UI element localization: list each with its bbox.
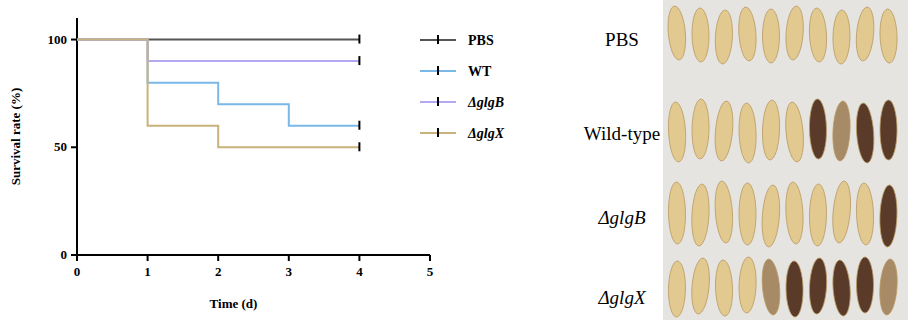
larva	[692, 99, 710, 159]
y-axis	[76, 18, 78, 255]
plot-area	[77, 35, 359, 152]
row-label: PBS	[605, 29, 639, 50]
larva	[809, 99, 827, 159]
legend-marker	[437, 35, 439, 44]
y-tick-label: 50	[54, 139, 67, 154]
larva	[879, 9, 898, 64]
photo-background	[663, 0, 908, 320]
row-label: ΔglgX	[597, 287, 646, 308]
x-tick-label: 0	[74, 264, 81, 279]
x-tick	[288, 255, 290, 261]
larva	[739, 183, 756, 245]
larva	[857, 257, 874, 313]
larva	[763, 9, 780, 63]
y-axis-label: Survival rate (%)	[8, 88, 23, 185]
legend-label: PBS	[468, 33, 494, 48]
larva	[692, 8, 710, 62]
larva	[831, 180, 853, 243]
censor-mark	[358, 142, 360, 151]
larva	[738, 103, 757, 164]
larva	[760, 258, 782, 315]
survival-line	[77, 40, 359, 126]
larva	[668, 182, 686, 244]
censor-mark	[358, 35, 360, 44]
larva	[715, 260, 734, 317]
larva	[668, 261, 686, 317]
x-tick-label: 2	[215, 264, 222, 279]
x-axis-label: Time (d)	[210, 296, 258, 311]
y-tick-label: 100	[48, 32, 68, 47]
x-tick	[76, 255, 78, 261]
legend-marker	[437, 97, 439, 106]
x-tick	[147, 255, 149, 261]
larva	[667, 102, 687, 163]
larva	[878, 258, 899, 315]
larva	[854, 6, 876, 61]
survival-line	[77, 40, 359, 148]
y-tick-label: 0	[61, 247, 68, 262]
larva	[737, 6, 758, 61]
larva	[761, 100, 780, 161]
x-tick-label: 5	[427, 264, 434, 279]
legend-entry: PBS	[420, 33, 494, 48]
legend-entry: ΔglgB	[420, 95, 504, 110]
larva	[880, 100, 897, 160]
row-label: Wild-type	[584, 123, 660, 144]
larva	[690, 184, 710, 247]
legend-label: ΔglgB	[467, 95, 504, 110]
censor-mark	[358, 56, 360, 65]
larva	[786, 261, 804, 317]
larva	[808, 258, 828, 315]
legend-label: ΔglgX	[467, 126, 505, 141]
larva	[831, 259, 852, 316]
legend-label: WT	[468, 64, 492, 79]
larva	[714, 10, 734, 65]
x-tick-label: 3	[286, 264, 293, 279]
larva	[855, 183, 874, 246]
larva	[784, 182, 804, 245]
x-tick-label: 4	[356, 264, 363, 279]
larva	[666, 5, 688, 60]
legend-marker	[437, 66, 439, 75]
legend-marker	[437, 128, 439, 137]
x-tick-label: 1	[144, 264, 151, 279]
larva	[784, 5, 805, 60]
x-tick	[429, 255, 431, 261]
x-tick	[358, 255, 360, 261]
larva	[760, 184, 781, 247]
larva	[808, 8, 828, 63]
row-label: ΔglgB	[597, 207, 645, 228]
x-tick	[217, 255, 219, 261]
figure: 0 50 100 0 1 2 3 4 5 Time (d) Survival rate (%) PBS…	[0, 0, 908, 320]
larva	[713, 100, 735, 161]
larva	[690, 257, 712, 314]
larva	[879, 185, 898, 248]
x-axis	[77, 254, 430, 256]
y-tick	[71, 146, 77, 148]
legend-entry: WT	[420, 64, 492, 79]
y-tick	[71, 39, 77, 41]
larva	[738, 257, 757, 314]
legend-entry: ΔglgX	[420, 126, 505, 141]
larva	[831, 101, 851, 162]
larva	[832, 10, 850, 64]
larva	[713, 180, 734, 243]
larva	[784, 101, 806, 162]
larva	[809, 184, 827, 246]
censor-mark	[358, 121, 360, 130]
larva	[855, 102, 876, 163]
survival-line	[77, 40, 359, 62]
